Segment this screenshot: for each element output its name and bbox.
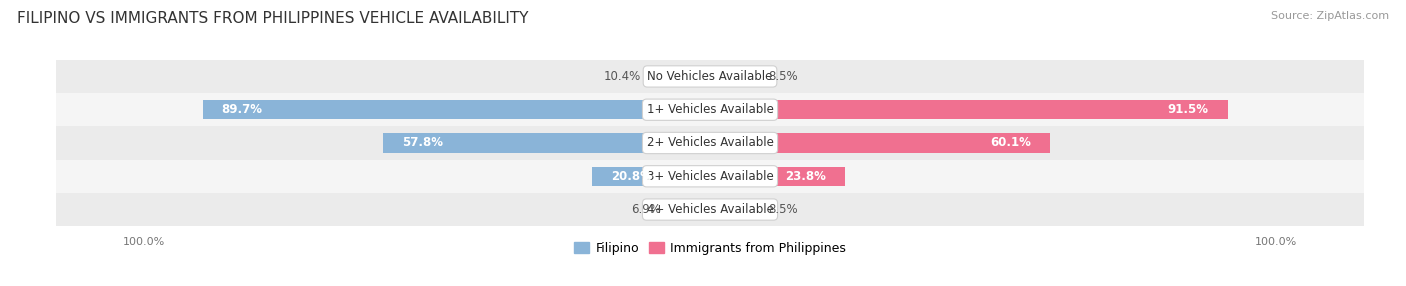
Legend: Filipino, Immigrants from Philippines: Filipino, Immigrants from Philippines (568, 236, 852, 261)
Bar (56, 193, 1364, 226)
Bar (202, 100, 710, 119)
Bar (56, 93, 1364, 126)
Text: 10.4%: 10.4% (605, 70, 641, 83)
Text: No Vehicles Available: No Vehicles Available (647, 70, 773, 83)
Text: 8.5%: 8.5% (768, 70, 797, 83)
Bar (56, 160, 1364, 193)
Text: Source: ZipAtlas.com: Source: ZipAtlas.com (1271, 11, 1389, 21)
Text: 20.8%: 20.8% (612, 170, 652, 183)
Text: 8.5%: 8.5% (768, 203, 797, 216)
Bar (651, 67, 710, 86)
Bar (710, 167, 845, 186)
Text: 1+ Vehicles Available: 1+ Vehicles Available (647, 103, 773, 116)
Text: 2+ Vehicles Available: 2+ Vehicles Available (647, 136, 773, 150)
Bar (710, 100, 1227, 119)
Text: 91.5%: 91.5% (1168, 103, 1209, 116)
Text: 4+ Vehicles Available: 4+ Vehicles Available (647, 203, 773, 216)
Text: 57.8%: 57.8% (402, 136, 443, 150)
Text: 6.9%: 6.9% (631, 203, 661, 216)
Bar (382, 133, 710, 153)
Text: 3+ Vehicles Available: 3+ Vehicles Available (647, 170, 773, 183)
Bar (710, 133, 1050, 153)
Bar (710, 200, 758, 219)
Bar (592, 167, 710, 186)
Text: 60.1%: 60.1% (990, 136, 1031, 150)
Text: 89.7%: 89.7% (221, 103, 263, 116)
Text: FILIPINO VS IMMIGRANTS FROM PHILIPPINES VEHICLE AVAILABILITY: FILIPINO VS IMMIGRANTS FROM PHILIPPINES … (17, 11, 529, 26)
Bar (56, 60, 1364, 93)
Bar (710, 67, 758, 86)
Text: 23.8%: 23.8% (785, 170, 825, 183)
Bar (671, 200, 710, 219)
Bar (56, 126, 1364, 160)
